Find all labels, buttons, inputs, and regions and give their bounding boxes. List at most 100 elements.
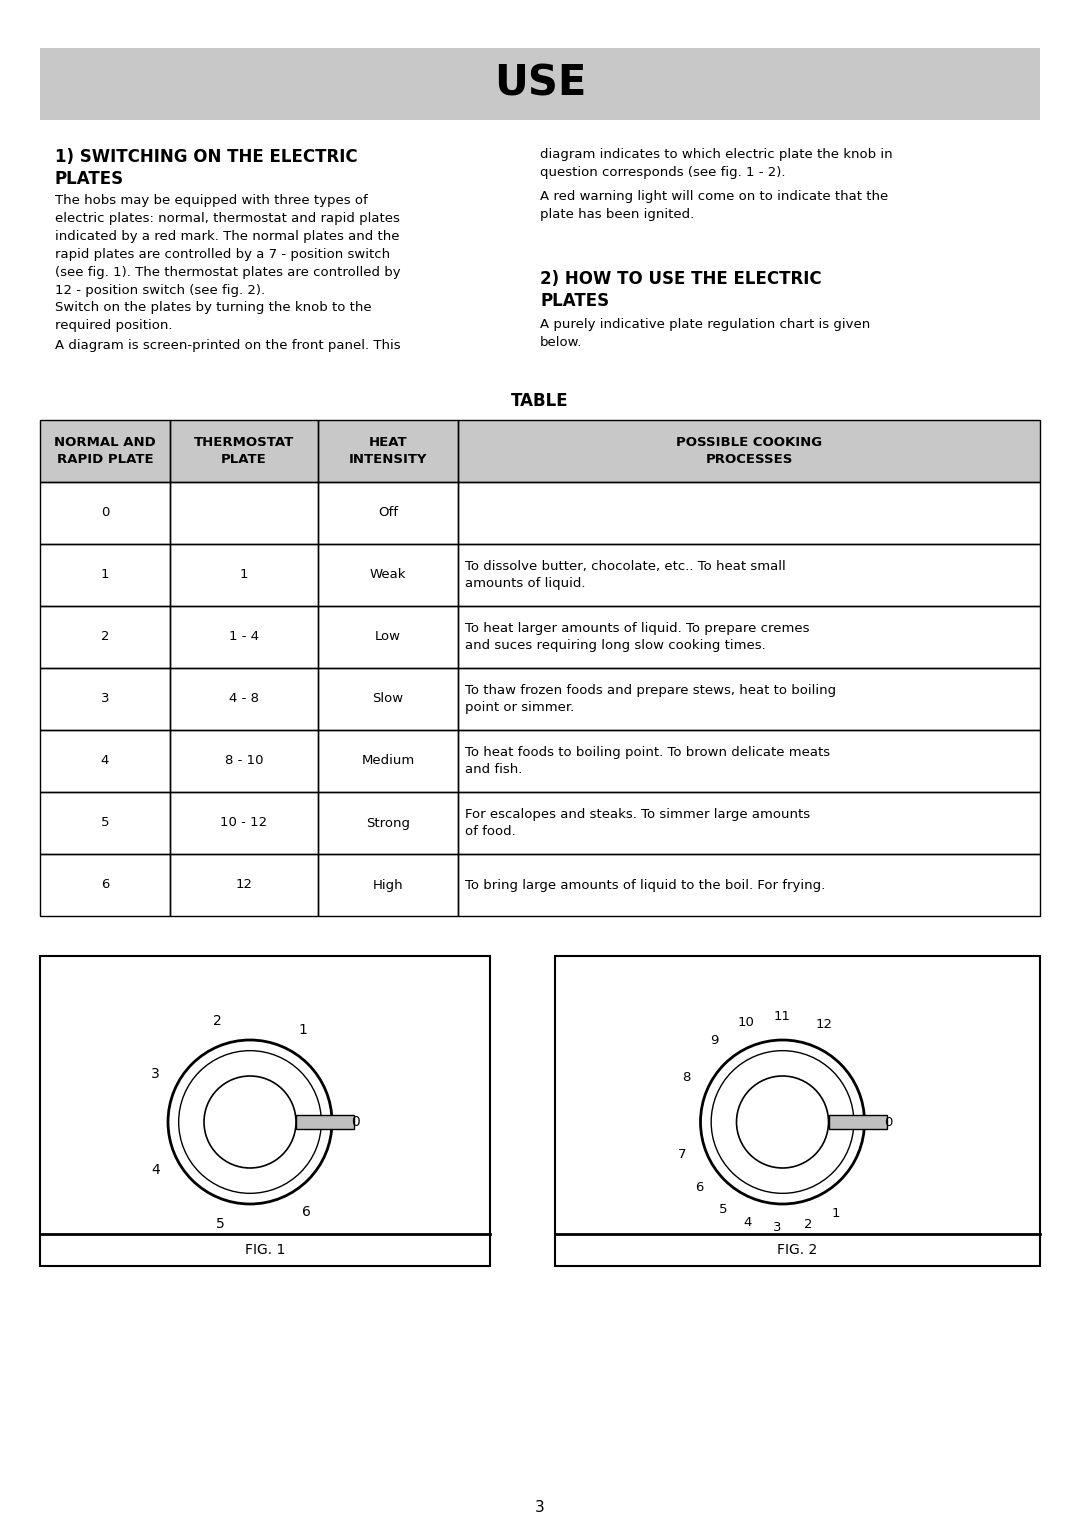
Text: 2) HOW TO USE THE ELECTRIC: 2) HOW TO USE THE ELECTRIC (540, 270, 822, 287)
Text: 3: 3 (100, 692, 109, 706)
Bar (318, 792, 458, 854)
Text: 4: 4 (151, 1163, 160, 1177)
Bar (40, 730, 170, 792)
Text: PLATES: PLATES (540, 292, 609, 310)
Text: 1) SWITCHING ON THE ELECTRIC: 1) SWITCHING ON THE ELECTRIC (55, 148, 357, 167)
Bar (458, 792, 1040, 854)
Text: 12: 12 (235, 879, 253, 891)
Text: 4 - 8: 4 - 8 (229, 692, 259, 706)
Bar (458, 607, 1040, 668)
Text: To bring large amounts of liquid to the boil. For frying.: To bring large amounts of liquid to the … (465, 879, 825, 891)
Bar (40, 544, 170, 607)
Circle shape (204, 1076, 296, 1167)
Bar (318, 854, 458, 915)
Bar (318, 544, 458, 607)
Text: 3: 3 (535, 1500, 545, 1516)
Bar (170, 607, 318, 668)
Text: POSSIBLE COOKING
PROCESSES: POSSIBLE COOKING PROCESSES (676, 435, 822, 466)
Text: THERMOSTAT
PLATE: THERMOSTAT PLATE (194, 435, 294, 466)
Text: For escalopes and steaks. To simmer large amounts
of food.: For escalopes and steaks. To simmer larg… (465, 808, 810, 839)
Text: 5: 5 (216, 1216, 225, 1232)
Text: 3: 3 (772, 1221, 781, 1235)
Text: 0: 0 (885, 1115, 893, 1129)
Text: 1: 1 (832, 1207, 840, 1221)
Bar (40, 420, 170, 481)
Text: TABLE: TABLE (511, 393, 569, 410)
Text: Off: Off (378, 506, 399, 520)
Text: The hobs may be equipped with three types of
electric plates: normal, thermostat: The hobs may be equipped with three type… (55, 194, 401, 296)
Text: 5: 5 (719, 1204, 728, 1216)
Bar (458, 730, 1040, 792)
Text: To heat foods to boiling point. To brown delicate meats
and fish.: To heat foods to boiling point. To brown… (465, 746, 831, 776)
Bar (318, 730, 458, 792)
Bar (170, 544, 318, 607)
Text: A diagram is screen-printed on the front panel. This: A diagram is screen-printed on the front… (55, 339, 401, 351)
Text: To dissolve butter, chocolate, etc.. To heat small
amounts of liquid.: To dissolve butter, chocolate, etc.. To … (465, 559, 786, 590)
Bar (170, 854, 318, 915)
Text: 0: 0 (352, 1115, 361, 1129)
Text: FIG. 2: FIG. 2 (778, 1242, 818, 1258)
Text: 0: 0 (100, 506, 109, 520)
Bar (318, 420, 458, 481)
Bar (170, 481, 318, 544)
Text: 6: 6 (694, 1181, 703, 1193)
Bar (40, 792, 170, 854)
Text: To heat larger amounts of liquid. To prepare cremes
and suces requiring long slo: To heat larger amounts of liquid. To pre… (465, 622, 810, 652)
Polygon shape (296, 1115, 354, 1129)
Bar (458, 420, 1040, 481)
Text: NORMAL AND
RAPID PLATE: NORMAL AND RAPID PLATE (54, 435, 156, 466)
Circle shape (737, 1076, 828, 1167)
Text: To thaw frozen foods and prepare stews, heat to boiling
point or simmer.: To thaw frozen foods and prepare stews, … (465, 683, 836, 714)
Bar (318, 607, 458, 668)
Text: FIG. 1: FIG. 1 (245, 1242, 285, 1258)
Bar (318, 668, 458, 730)
Text: 9: 9 (711, 1034, 718, 1047)
Text: Switch on the plates by turning the knob to the
required position.: Switch on the plates by turning the knob… (55, 301, 372, 332)
Text: HEAT
INTENSITY: HEAT INTENSITY (349, 435, 428, 466)
Text: 4: 4 (744, 1216, 752, 1229)
Text: A purely indicative plate regulation chart is given
below.: A purely indicative plate regulation cha… (540, 318, 870, 348)
Text: 2: 2 (100, 631, 109, 643)
Text: 1: 1 (100, 568, 109, 582)
Text: 4: 4 (100, 755, 109, 767)
Text: USE: USE (494, 63, 586, 105)
Bar (318, 481, 458, 544)
Bar (458, 854, 1040, 915)
Bar (170, 792, 318, 854)
Text: Low: Low (375, 631, 401, 643)
Polygon shape (828, 1115, 887, 1129)
Bar (458, 668, 1040, 730)
Text: Medium: Medium (362, 755, 415, 767)
Text: High: High (373, 879, 403, 891)
Text: 1 - 4: 1 - 4 (229, 631, 259, 643)
Text: diagram indicates to which electric plate the knob in
question corresponds (see : diagram indicates to which electric plat… (540, 148, 893, 179)
Bar (40, 607, 170, 668)
Text: 8 - 10: 8 - 10 (225, 755, 264, 767)
Bar (40, 420, 170, 481)
Text: 12: 12 (815, 1018, 833, 1031)
Bar (458, 544, 1040, 607)
Bar (40, 47, 1040, 121)
Bar (40, 481, 170, 544)
Text: 6: 6 (100, 879, 109, 891)
Bar (458, 481, 1040, 544)
Text: 2: 2 (804, 1218, 812, 1232)
Text: 6: 6 (301, 1206, 311, 1219)
Text: 10: 10 (738, 1016, 755, 1028)
Bar (170, 420, 318, 481)
Text: Weak: Weak (369, 568, 406, 582)
Text: Slow: Slow (373, 692, 404, 706)
Text: 11: 11 (774, 1010, 791, 1022)
Text: PLATES: PLATES (55, 170, 124, 188)
Bar (40, 854, 170, 915)
Text: Strong: Strong (366, 816, 410, 830)
Text: 8: 8 (683, 1071, 690, 1083)
Bar (458, 420, 1040, 481)
Text: 1: 1 (240, 568, 248, 582)
Text: 2: 2 (213, 1015, 221, 1028)
Bar (40, 668, 170, 730)
Text: 10 - 12: 10 - 12 (220, 816, 268, 830)
Bar (40, 957, 490, 1267)
Text: 1: 1 (298, 1024, 308, 1038)
Bar (170, 668, 318, 730)
